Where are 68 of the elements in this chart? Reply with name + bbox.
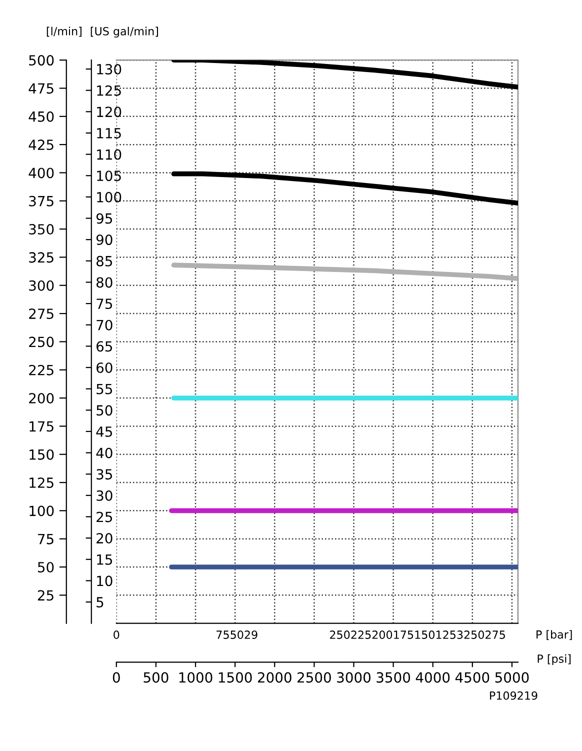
x-tick-label: 2000 xyxy=(258,672,292,683)
y2-tick-label: 15 xyxy=(97,554,112,565)
line-series xyxy=(171,171,518,206)
y2-tick-label: 35 xyxy=(96,469,112,480)
x-tick-label: 1500 xyxy=(218,672,252,683)
x-tick-label: 5000 xyxy=(495,672,529,683)
y-tick-label: 175 xyxy=(30,421,54,432)
y-tick-label: 50 xyxy=(38,562,54,572)
y2-tick-label: 70 xyxy=(96,320,112,330)
text: 755029 xyxy=(216,630,258,639)
y2-tick-label: 50 xyxy=(96,405,112,416)
y2-tick-label: 85 xyxy=(96,256,112,266)
y2-tick-label: 10 xyxy=(97,576,112,586)
y2-tick-label: 90 xyxy=(96,234,112,246)
line-series xyxy=(171,60,518,90)
line-series xyxy=(171,262,518,282)
y-tick-label: 250 xyxy=(29,336,54,348)
y-tick-label: 425 xyxy=(28,140,54,150)
y-tick-label: 125 xyxy=(30,477,54,488)
x-tick-label: 3000 xyxy=(337,672,370,683)
y-tick-label: 25 xyxy=(38,590,54,601)
y2-tick-label: 30 xyxy=(96,490,112,501)
y-tick-label: 500 xyxy=(29,55,54,66)
x-tick-label: 0 xyxy=(112,672,120,683)
x-tick-label: 2500 xyxy=(298,672,331,683)
y2-axis-title: [US gal/min] xyxy=(90,26,158,38)
y2-tick-label: 95 xyxy=(96,213,112,224)
y-tick-label: 400 xyxy=(28,168,54,178)
y2-tick-label: 25 xyxy=(96,512,112,522)
y2-tick-label: 65 xyxy=(96,341,112,352)
y2-tick-label: 120 xyxy=(97,106,122,118)
y2-tick-label: 45 xyxy=(96,426,112,437)
y-tick-label: 225 xyxy=(29,364,54,376)
y-tick-label: 325 xyxy=(29,252,54,263)
text: 0 xyxy=(114,630,120,639)
text: 2502252001751501253250275 xyxy=(330,630,505,639)
y-tick-label: 375 xyxy=(29,196,54,206)
x-tick-label: 500 xyxy=(144,672,168,683)
y-tick-label: 475 xyxy=(28,83,54,94)
y-tick-label: 275 xyxy=(29,308,54,320)
y-tick-label: 100 xyxy=(30,506,54,516)
y-axis-title: [l/min] xyxy=(46,26,82,37)
y2-tick-label: 55 xyxy=(96,384,112,394)
x-tick-label: 4000 xyxy=(416,672,450,683)
y2-tick-label: 105 xyxy=(97,170,121,182)
y-tick-label: 200 xyxy=(29,393,54,404)
y2-tick-label: 40 xyxy=(96,448,112,458)
x-tick-label: 1000 xyxy=(179,672,212,683)
y-tick-label: 150 xyxy=(30,449,54,460)
y-tick-label: 300 xyxy=(29,280,54,291)
y2-tick-label: 75 xyxy=(96,298,112,310)
x-axis-title: P [psi] xyxy=(538,654,571,666)
y2-tick-label: 20 xyxy=(96,533,112,544)
y2-tick-label: 130 xyxy=(97,64,122,75)
x-tick-label: 4500 xyxy=(455,672,490,683)
y2-tick-label: 100 xyxy=(97,192,122,202)
y2-tick-label: 125 xyxy=(97,85,121,96)
x2-axis-title: P [bar] xyxy=(536,630,572,640)
text: P109219 xyxy=(490,691,538,700)
y2-tick-label: 5 xyxy=(96,597,104,608)
y-tick-label: 350 xyxy=(29,224,54,235)
y2-tick-label: 115 xyxy=(97,128,121,138)
y2-tick-label: 80 xyxy=(96,277,112,288)
y2-tick-label: 60 xyxy=(96,362,112,373)
y2-tick-label: 110 xyxy=(97,149,122,160)
y-tick-label: 450 xyxy=(28,111,54,122)
y-tick-label: 75 xyxy=(38,534,54,544)
x-tick-label: 3500 xyxy=(376,672,410,683)
